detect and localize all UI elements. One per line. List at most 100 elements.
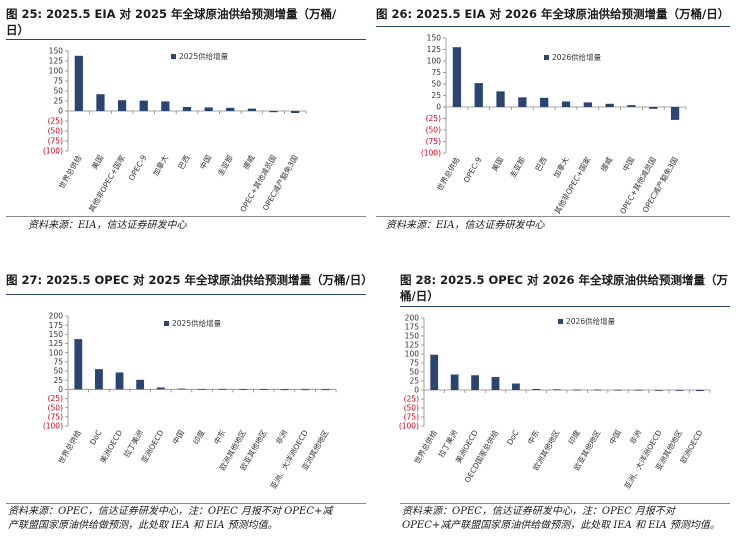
- y-tick-label: (25): [48, 394, 63, 403]
- legend-swatch: [171, 54, 176, 59]
- category-label: DoC: [505, 429, 521, 447]
- y-tick-label: 50: [53, 367, 63, 376]
- bar: [247, 108, 257, 111]
- y-tick-label: 75: [409, 359, 419, 368]
- y-tick-label: (50): [404, 404, 419, 413]
- bar: [321, 389, 330, 391]
- category-label: 圭亚那: [507, 155, 527, 180]
- y-tick-label: 200: [49, 312, 64, 321]
- bar: [496, 91, 505, 107]
- y-tick-label: 50: [431, 80, 441, 89]
- source-rule: [6, 503, 366, 504]
- y-tick-label: 100: [427, 57, 442, 66]
- bar: [605, 103, 614, 107]
- chart-title: 图 25: 2025.5 EIA 对 2025 年全球原油供给预测增量（万桶/ …: [6, 7, 337, 37]
- bar: [452, 47, 462, 107]
- bar: [583, 102, 592, 107]
- bar-chart-2: 150 125 100 75 50 25 0 (25) (50) (75) (100)世界总供给 OP…: [421, 34, 687, 216]
- y-tick-label: 0: [436, 103, 441, 112]
- y-tick-label: 175: [405, 323, 420, 332]
- category-label: 加拿大: [150, 153, 170, 178]
- bar: [218, 388, 227, 390]
- y-tick-label: 125: [427, 45, 442, 54]
- y-tick-label: (100): [43, 147, 63, 156]
- bar: [655, 390, 663, 391]
- bar: [161, 101, 170, 111]
- y-tick-label: 50: [409, 368, 419, 377]
- bar: [450, 374, 459, 390]
- category-label: DoC: [88, 429, 104, 447]
- title-rule: [376, 26, 730, 27]
- legend-swatch: [164, 321, 169, 326]
- bar: [239, 389, 248, 390]
- bar: [95, 369, 103, 390]
- y-tick-label: 125: [49, 57, 64, 66]
- legend-label: 2026供给增量: [566, 316, 616, 326]
- source-note: 资料来源：OPEC，信达证券研发中心，注：OPEC 月报不对 OPEC+减产联盟…: [402, 506, 720, 531]
- title-rule: [6, 294, 366, 295]
- y-tick-label: 150: [427, 34, 442, 43]
- y-tick-label: (75): [48, 137, 63, 146]
- category-label: 拉丁美洲: [436, 428, 460, 459]
- y-tick-label: 175: [49, 321, 64, 330]
- y-tick-label: 0: [58, 385, 63, 394]
- bar-chart-4: 2001751501251007550250(25)(50)(75)(100)世…: [399, 314, 711, 491]
- category-label: 巴西: [534, 155, 550, 173]
- bar: [540, 97, 549, 107]
- source-note: 资料来源：EIA，信达证券研发中心: [386, 220, 545, 231]
- y-tick-label: 100: [49, 348, 64, 357]
- bar: [491, 377, 500, 390]
- legend-label: 2026供给增量: [552, 52, 602, 62]
- y-tick-label: 25: [53, 97, 63, 106]
- category-label: 中国: [170, 428, 186, 446]
- category-label: 世界总供给: [434, 155, 462, 193]
- category-label: 巴西: [176, 153, 192, 171]
- bar: [226, 107, 235, 111]
- y-tick-label: 25: [431, 91, 441, 100]
- bar: [532, 388, 541, 390]
- y-tick-label: (50): [48, 403, 63, 412]
- title-rule: [400, 306, 730, 307]
- category-label: 挪威: [240, 153, 256, 171]
- bar: [649, 107, 658, 109]
- title-rule: [6, 39, 366, 40]
- bar: [280, 389, 289, 391]
- category-label: 印度: [566, 428, 582, 446]
- source-rule: [376, 216, 730, 217]
- bar: [634, 389, 643, 391]
- y-tick-label: 75: [53, 357, 63, 366]
- y-tick-label: (25): [426, 114, 441, 123]
- y-tick-label: 0: [414, 386, 419, 395]
- y-tick-label: 125: [49, 339, 64, 348]
- y-tick-label: (100): [421, 149, 441, 158]
- legend-label: 2025供给增量: [179, 51, 229, 61]
- source-rule: [6, 216, 366, 217]
- category-label: 世界总供给: [56, 428, 84, 466]
- category-label: 拉丁美洲: [121, 428, 145, 459]
- bar: [512, 383, 520, 390]
- y-tick-label: (50): [426, 126, 441, 135]
- category-label: 中国: [620, 155, 636, 173]
- bar: [561, 101, 571, 107]
- category-label: 美国: [489, 155, 505, 173]
- category-label: 美国: [89, 153, 105, 171]
- bar: [139, 100, 148, 111]
- y-tick-label: 150: [49, 47, 64, 56]
- chart-title: 图 26: 2025.5 EIA 对 2026 年全球原油供给预测增量（万桶/日…: [376, 7, 730, 21]
- category-label: 印度: [191, 428, 207, 446]
- category-label: 挪威: [598, 155, 614, 173]
- bar: [695, 390, 704, 392]
- y-tick-label: 150: [405, 332, 420, 341]
- bar: [675, 390, 684, 391]
- y-tick-label: (100): [399, 422, 419, 431]
- bar: [471, 375, 479, 390]
- category-label: OPEC-9: [127, 153, 149, 182]
- y-tick-label: 25: [409, 377, 419, 386]
- bar: [115, 372, 124, 390]
- bar: [74, 339, 83, 390]
- bar: [627, 105, 636, 107]
- category-label: 非洲: [627, 428, 643, 446]
- category-label: 世界总供给: [412, 428, 440, 466]
- category-label: 中国: [607, 428, 623, 446]
- source-note: 资料来源：OPEC，信达证券研发中心，注：OPEC 月报不对 OPEC+减 产联…: [8, 506, 333, 531]
